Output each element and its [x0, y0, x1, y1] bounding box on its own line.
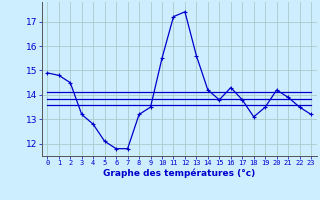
X-axis label: Graphe des températures (°c): Graphe des températures (°c) — [103, 169, 255, 178]
